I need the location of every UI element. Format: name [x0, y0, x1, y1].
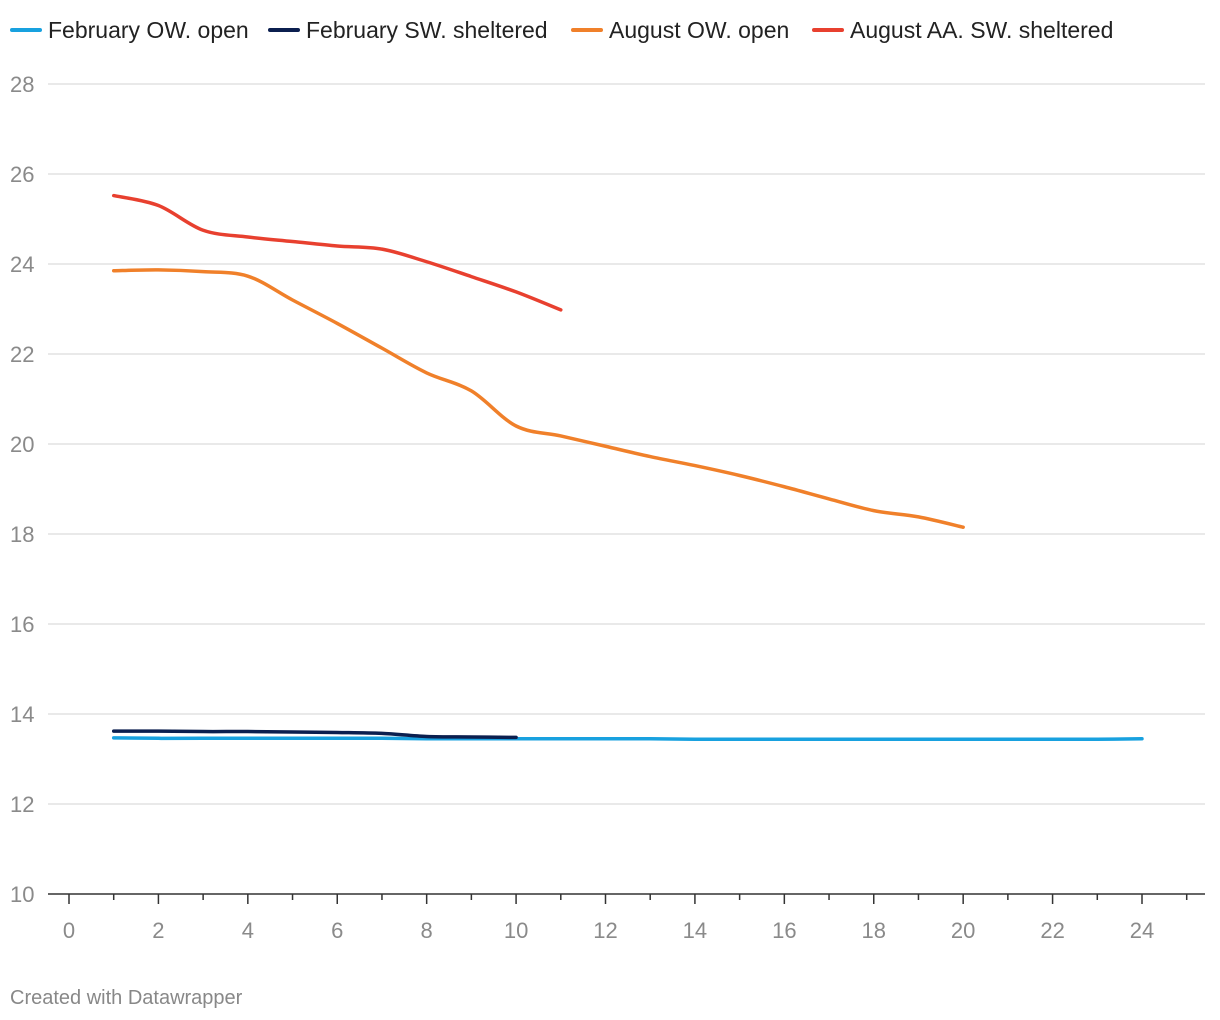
x-axis: 0 2 4 6 8 10 12 14 16 18 20 22 24	[48, 893, 1205, 943]
x-tick-label: 24	[1130, 918, 1154, 943]
chart-legend: February OW. open February SW. sheltered A…	[10, 17, 1113, 43]
x-tick-label: 14	[683, 918, 707, 943]
legend-item-february-ow-open: February OW. open	[10, 17, 249, 43]
y-tick-label: 20	[10, 432, 34, 457]
y-tick-label: 14	[10, 702, 34, 727]
x-tick-label: 12	[593, 918, 617, 943]
x-tick-label: 16	[772, 918, 796, 943]
x-tick-label: 22	[1040, 918, 1064, 943]
y-tick-label: 28	[10, 72, 34, 97]
y-gridlines	[48, 83, 1205, 805]
y-tick-label: 10	[10, 882, 34, 907]
legend-label: February SW. sheltered	[306, 17, 548, 43]
x-tick-label: 10	[504, 918, 528, 943]
legend-label: August AA. SW. sheltered	[850, 17, 1113, 43]
y-tick-label: 12	[10, 792, 34, 817]
legend-item-february-sw-sheltered: February SW. sheltered	[268, 17, 548, 43]
series-line-august-aa-sw-sheltered	[111, 193, 563, 312]
y-tick-label: 16	[10, 612, 34, 637]
x-tick-label: 0	[63, 918, 75, 943]
x-tick-label: 18	[862, 918, 886, 943]
legend-label: February OW. open	[48, 17, 249, 43]
series-line-february-ow-open	[111, 736, 1144, 741]
x-tick-label: 20	[951, 918, 975, 943]
y-tick-label: 24	[10, 252, 34, 277]
x-tick-label: 4	[242, 918, 254, 943]
legend-label: August OW. open	[609, 17, 789, 43]
x-tick-label: 8	[421, 918, 433, 943]
series-line-february-sw-sheltered	[111, 729, 518, 740]
series-lines	[111, 193, 1144, 741]
legend-item-august-ow-open: August OW. open	[571, 17, 789, 43]
y-tick-label: 18	[10, 522, 34, 547]
y-tick-label: 22	[10, 342, 34, 367]
series-line-august-ow-open	[111, 268, 965, 529]
x-tick-label: 2	[152, 918, 164, 943]
y-tick-label: 26	[10, 162, 34, 187]
credit-text: Created with Datawrapper	[10, 987, 243, 1009]
legend-item-august-aa-sw-sheltered: August AA. SW. sheltered	[812, 17, 1113, 43]
y-axis: 10 12 14 16 18 20 22 24 26 28	[10, 72, 34, 907]
x-tick-label: 6	[331, 918, 343, 943]
